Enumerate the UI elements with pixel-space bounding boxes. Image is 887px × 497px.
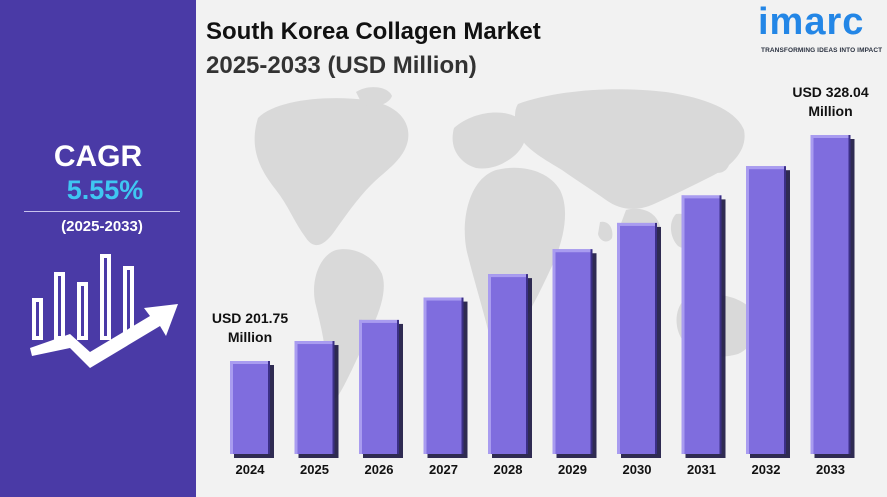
data-label-2024-line1: USD 201.75 [212,310,288,326]
cagr-value: 5.55% [66,175,144,205]
data-label-2033-line1: USD 328.04 [792,84,868,100]
logo-tagline: TRANSFORMING IDEAS INTO IMPACT [761,47,883,54]
bar-2030 [617,222,661,458]
bar-2033 [810,135,855,458]
x-tick-label-2029: 2029 [558,462,587,477]
data-label-2033-line2: Million [808,103,852,119]
cagr-sidebar: CAGR 5.55% (2025-2033) [0,0,196,497]
logo-wordmark: imarc [758,1,865,43]
x-tick-label-2033: 2033 [816,462,845,477]
bar-2028 [488,274,532,458]
chart-area: South Korea Collagen Market 2025-2033 (U… [196,0,887,497]
data-label-2024-line2: Million [228,329,272,345]
bar-2029 [552,249,597,458]
bar-chart-growth-arrow-icon [30,254,178,368]
cagr-period: (2025-2033) [61,218,143,235]
bar-2024 [230,361,274,458]
bar-chart: 2024 2025 2026 2027 2028 2029 2030 2031 2032 2033… [212,84,869,477]
x-tick-label-2027: 2027 [429,462,458,477]
x-tick-label-2030: 2030 [623,462,652,477]
bar-2031 [681,195,726,458]
chart-title: South Korea Collagen Market [206,18,541,45]
x-tick-label-2032: 2032 [752,462,781,477]
chart-subtitle: 2025-2033 (USD Million) [206,52,477,79]
bar-2032 [746,166,790,458]
bar-2025 [294,341,339,458]
x-tick-label-2026: 2026 [365,462,394,477]
cagr-divider [24,211,180,212]
x-tick-label-2031: 2031 [687,462,716,477]
x-tick-label-2025: 2025 [300,462,329,477]
x-tick-label-2028: 2028 [494,462,523,477]
bar-2027 [423,297,468,458]
bar-2026 [359,319,403,458]
x-tick-label-2024: 2024 [236,462,266,477]
cagr-label: CAGR [53,140,143,173]
imarc-logo: imarc TRANSFORMING IDEAS INTO IMPACT [758,2,883,56]
